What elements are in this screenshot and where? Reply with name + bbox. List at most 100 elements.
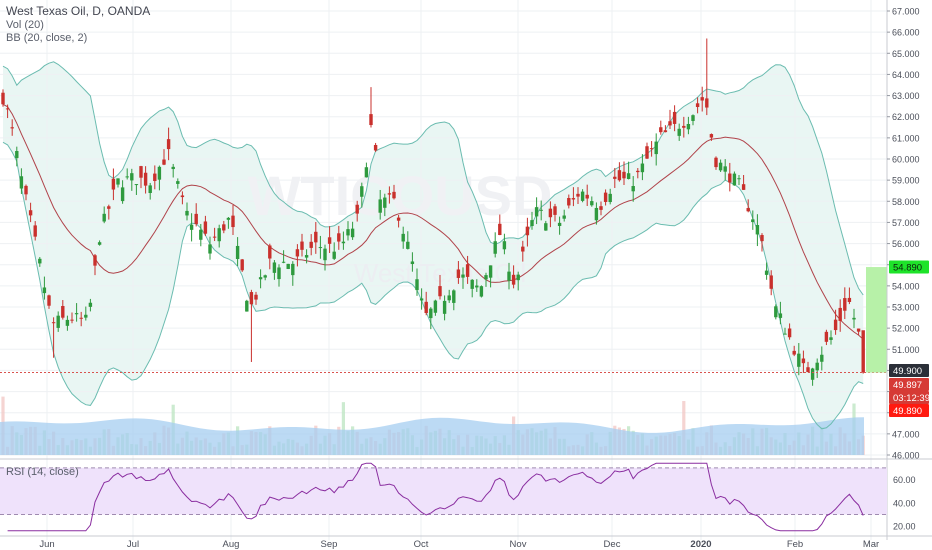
- candle-body: [102, 213, 106, 222]
- candle-body: [84, 314, 88, 318]
- candle-body: [153, 173, 157, 181]
- candle-body: [452, 290, 456, 303]
- price-axis-label: 57.000: [892, 218, 920, 228]
- candle-body: [548, 208, 553, 218]
- candle-body: [737, 178, 741, 180]
- candle-body: [470, 279, 474, 289]
- time-axis-label: Aug: [223, 539, 240, 550]
- candle-body: [705, 98, 709, 108]
- candle-body: [235, 245, 240, 260]
- candle-body: [856, 328, 861, 332]
- candle-body: [580, 191, 585, 201]
- price-axis-label: 58.000: [892, 197, 920, 207]
- bid-price-tag-bg: [889, 378, 929, 392]
- candle-body: [626, 173, 631, 179]
- candle-body: [461, 274, 465, 278]
- candle-body: [594, 207, 599, 221]
- candle-body: [843, 298, 847, 311]
- candle-body: [327, 237, 332, 244]
- candle-body: [668, 121, 672, 126]
- candle-body: [176, 181, 180, 184]
- candle-body: [631, 186, 635, 192]
- candle-body: [576, 193, 580, 197]
- volume-bar: [682, 401, 686, 455]
- candle-body: [217, 228, 221, 242]
- candle-body: [56, 315, 60, 328]
- candle-body: [493, 241, 497, 254]
- target-price-tag: 54.890: [893, 263, 922, 274]
- rsi-indicator-label: RSI (14, close): [6, 466, 79, 478]
- price-axis-label: 62.000: [892, 112, 920, 122]
- bid-price-tag: 49.897: [893, 380, 922, 391]
- candle-body: [51, 322, 56, 324]
- candle-body: [815, 362, 819, 371]
- rsi-line: [7, 462, 864, 532]
- candle-body: [603, 192, 608, 202]
- candle-body: [484, 275, 488, 280]
- candle-body: [139, 166, 143, 178]
- candle-body: [355, 204, 359, 214]
- target-zone: [866, 267, 887, 373]
- price-axis-label: 53.000: [892, 303, 920, 313]
- candle-body: [456, 269, 461, 278]
- time-axis-label: 2020: [690, 539, 711, 550]
- last-price-tag: 49.900: [893, 366, 922, 377]
- candle-body: [286, 263, 290, 269]
- candle-body: [585, 194, 589, 199]
- candle-body: [447, 295, 451, 301]
- candle-body: [194, 213, 198, 225]
- candle-body: [107, 206, 111, 209]
- candle-body: [521, 246, 525, 252]
- candle-body: [613, 176, 617, 179]
- candle-body: [774, 306, 778, 318]
- candle-body: [245, 300, 249, 312]
- candle-body: [654, 141, 658, 155]
- candle-body: [268, 245, 272, 259]
- candle-body: [429, 308, 433, 319]
- rsi-band-fill: [0, 467, 887, 515]
- candle-body: [42, 287, 47, 294]
- candle-body: [222, 224, 226, 231]
- bollinger-indicator-label: BB (20, close, 2): [6, 32, 88, 44]
- candle-body: [806, 367, 810, 373]
- candle-body: [709, 134, 714, 138]
- candle-body: [272, 262, 277, 273]
- candle-body: [249, 292, 254, 305]
- candle-body: [166, 139, 171, 150]
- candle-body: [38, 258, 42, 264]
- candle-body: [557, 222, 562, 226]
- candle-body: [93, 255, 97, 266]
- target-price-tag-bg: [889, 260, 929, 274]
- candle-body: [433, 300, 438, 313]
- candle-body: [622, 171, 626, 179]
- candle-body: [70, 319, 74, 321]
- candle-body: [672, 111, 677, 124]
- candle-body: [424, 301, 428, 314]
- price-axis-label: 66.000: [892, 28, 920, 38]
- candle-body: [801, 358, 806, 364]
- price-axis-label: 52.000: [892, 324, 920, 334]
- candle-body: [852, 317, 856, 320]
- time-axis-label: Dec: [604, 539, 621, 550]
- candle-body: [350, 228, 355, 238]
- volume-bar: [341, 402, 345, 455]
- candle-body: [318, 247, 323, 249]
- candle-body: [364, 167, 369, 178]
- candle-body: [682, 125, 686, 128]
- candle-body: [787, 328, 792, 338]
- candle-body: [111, 178, 116, 190]
- candle-body: [281, 261, 286, 263]
- candle-body: [797, 353, 801, 367]
- candle-body: [33, 225, 37, 237]
- candle-body: [61, 306, 65, 318]
- price-axis-label: 59.000: [892, 176, 920, 186]
- candle-body: [360, 186, 364, 197]
- candle-body: [732, 173, 737, 186]
- time-axis-label: Nov: [510, 539, 527, 550]
- candle-body: [291, 263, 295, 276]
- candle-body: [640, 163, 645, 173]
- candle-body: [636, 170, 640, 173]
- candle-body: [760, 235, 764, 242]
- candle-body: [645, 146, 649, 159]
